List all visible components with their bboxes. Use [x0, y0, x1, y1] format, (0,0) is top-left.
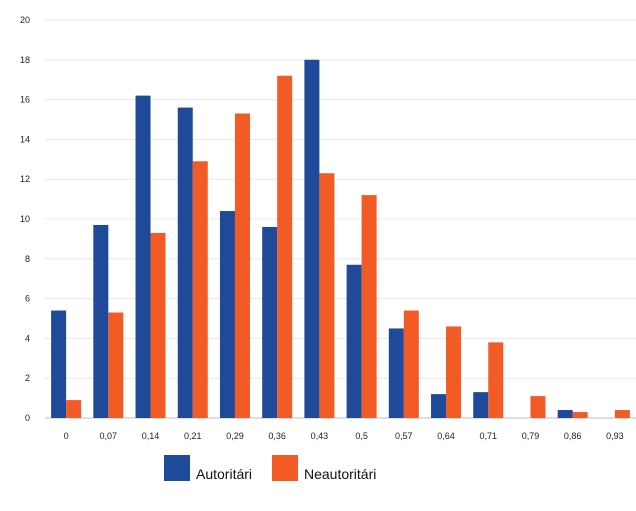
bar-neautoritari	[614, 410, 630, 418]
legend-swatch-neautoritari	[272, 455, 298, 481]
bars	[51, 59, 630, 419]
x-tick-label: 0,07	[100, 431, 118, 441]
bar-neautoritari	[361, 195, 377, 418]
y-tick-label: 14	[20, 134, 30, 144]
bar-autoritari	[473, 392, 489, 418]
x-tick-label: 0,71	[479, 431, 497, 441]
bar-neautoritari	[192, 161, 208, 419]
gridlines	[45, 19, 636, 419]
bar-neautoritari	[234, 113, 250, 418]
y-tick-label: 0	[25, 413, 30, 423]
y-tick-label: 4	[25, 333, 30, 343]
y-axis-tick-labels: 0 2 4 6 8 10 12 14 16 18 20	[20, 15, 30, 423]
y-tick-label: 2	[25, 373, 30, 383]
x-tick-label: 0,57	[395, 431, 413, 441]
x-tick-label: 0,5	[355, 431, 368, 441]
x-tick-label: 0,43	[311, 431, 329, 441]
y-tick-label: 8	[25, 254, 30, 264]
bar-autoritari	[135, 95, 151, 419]
legend-label-neautoritari: Neautoritári	[304, 466, 376, 482]
bar-autoritari	[388, 328, 404, 418]
bar-autoritari	[346, 264, 362, 418]
x-tick-label: 0,79	[522, 431, 540, 441]
bar-neautoritari	[572, 412, 588, 418]
bar-autoritari	[557, 410, 573, 418]
legend-swatch-autoritari	[164, 455, 190, 481]
bar-neautoritari	[108, 312, 124, 418]
x-tick-label: 0,86	[564, 431, 582, 441]
legend-label-autoritari: Autoritári	[196, 466, 252, 482]
bar-neautoritari	[403, 310, 419, 418]
bar-autoritari	[51, 310, 67, 418]
x-tick-label: 0,29	[226, 431, 244, 441]
bar-neautoritari	[530, 396, 546, 418]
bar-autoritari	[262, 226, 278, 418]
x-tick-label: 0,64	[437, 431, 455, 441]
x-tick-label: 0,14	[142, 431, 160, 441]
y-tick-label: 16	[20, 95, 30, 105]
bar-autoritari	[219, 211, 235, 418]
bar-neautoritari	[277, 75, 293, 418]
bar-neautoritari	[150, 232, 166, 418]
bar-autoritari	[304, 59, 320, 419]
legend: Autoritári Neautoritári	[164, 455, 376, 482]
bar-autoritari	[431, 394, 447, 418]
x-tick-label: 0,21	[184, 431, 202, 441]
y-tick-label: 12	[20, 174, 30, 184]
x-tick-label: 0,93	[606, 431, 624, 441]
y-tick-label: 18	[20, 55, 30, 65]
x-axis-tick-labels: 0 0,07 0,14 0,21 0,29 0,36 0,43 0,5 0,57 0,64 0,71…	[64, 431, 624, 441]
y-tick-label: 10	[20, 214, 30, 224]
bar-autoritari	[93, 224, 109, 418]
bar-neautoritari	[319, 173, 335, 418]
y-tick-label: 20	[20, 15, 30, 25]
bar-neautoritari	[446, 326, 462, 418]
bar-neautoritari	[66, 400, 82, 418]
y-tick-label: 6	[25, 294, 30, 304]
x-tick-label: 0,36	[268, 431, 286, 441]
bar-neautoritari	[488, 342, 504, 418]
x-tick-label: 0	[64, 431, 69, 441]
bar-autoritari	[177, 107, 193, 418]
